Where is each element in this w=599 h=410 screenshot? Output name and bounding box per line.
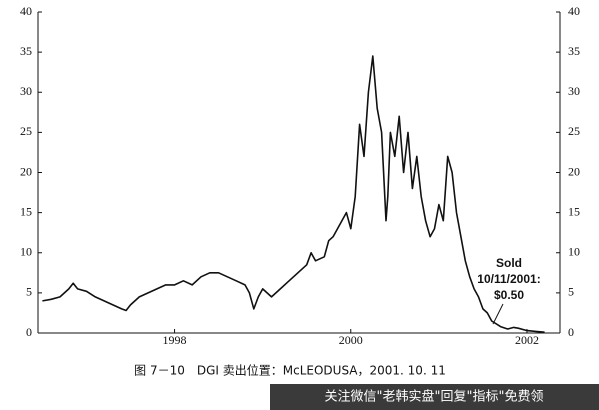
- y2-tick-label: 15: [568, 204, 580, 218]
- price-line: [42, 55, 545, 333]
- y-tick-label: 15: [20, 204, 32, 218]
- x-tick-label: 2000: [339, 333, 363, 347]
- y2-tick-label: 20: [568, 164, 580, 178]
- y2-tick-label: 0: [568, 325, 574, 339]
- watermark: 关注微信"老韩实盘"回复"指标"免费领: [325, 389, 544, 405]
- x-tick-label: 1998: [163, 333, 187, 347]
- annotation: 10/11/2001:: [477, 272, 540, 286]
- y-tick-label: 10: [20, 245, 32, 259]
- y2-tick-label: 25: [568, 124, 580, 138]
- x-tick-label: 2002: [515, 333, 539, 347]
- y2-tick-label: 35: [568, 44, 580, 58]
- annotation-arrow: [492, 303, 504, 325]
- y2-tick-label: 40: [568, 4, 580, 18]
- y-tick-label: 40: [20, 4, 32, 18]
- y-tick-label: 5: [26, 285, 32, 299]
- y2-tick-label: 30: [568, 84, 580, 98]
- y-tick-label: 30: [20, 84, 32, 98]
- annotation: $0.50: [494, 288, 524, 302]
- watermark-bar: [270, 384, 599, 410]
- y-tick-label: 0: [26, 325, 32, 339]
- y-tick-label: 20: [20, 164, 32, 178]
- y2-tick-label: 5: [568, 285, 574, 299]
- y-tick-label: 25: [20, 124, 32, 138]
- caption: 图 7－10 DGI 卖出位置：McLEODUSA，2001. 10. 11: [134, 363, 446, 378]
- y2-tick-label: 10: [568, 245, 580, 259]
- annotation: Sold: [496, 256, 522, 270]
- y-tick-label: 35: [20, 44, 32, 58]
